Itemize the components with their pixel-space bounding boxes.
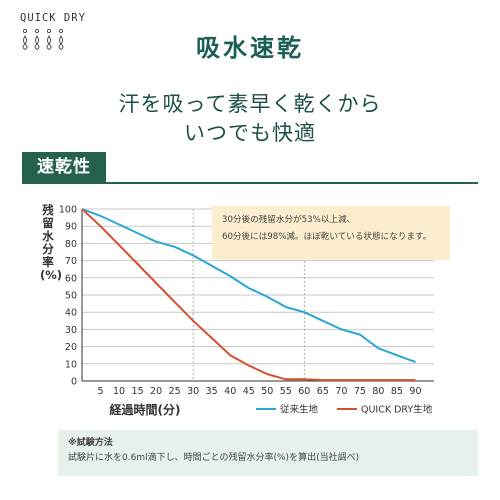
y-tick-label: 40 [65, 308, 77, 319]
test-method-title: ※試験方法 [68, 438, 113, 448]
page-title: 吸水速乾 [196, 34, 304, 62]
note-line-2: 60分後には98%減。ほぼ乾いている状態になります。 [222, 232, 432, 242]
x-tick-label: 20 [150, 386, 162, 397]
chart-series [81, 208, 416, 382]
x-tick-labels: 5 10 15 20 25 30 35 40 45 50 55 60 65 70 75 80 85 90 [98, 386, 422, 397]
x-axis-label: 経過時間(分) [110, 402, 181, 417]
y-tick-labels: 0 10 20 30 40 50 60 70 80 90 100 [59, 205, 77, 388]
note-line-1: 30分後の残留水分が53%以上減、 [222, 215, 356, 225]
legend-label: QUICK DRY生地 [361, 404, 433, 416]
x-tick-label: 75 [354, 386, 366, 397]
x-tick-label: 90 [409, 386, 421, 397]
subtitle-line-1: 汗を吸って素早く乾くから [118, 92, 382, 116]
y-tick-label: 60 [65, 273, 77, 284]
water-drops-icon [22, 28, 64, 51]
x-tick-label: 85 [391, 386, 403, 397]
x-tick-label: 10 [113, 386, 125, 397]
page-subtitle: 汗を吸って素早く乾くから いつでも快適 [0, 90, 500, 148]
result-note: 30分後の残留水分が53%以上減、 60分後には98%減。ほぼ乾いている状態にな… [212, 206, 450, 260]
y-tick-label: 70 [65, 256, 77, 267]
y-tick-label: 80 [65, 239, 77, 250]
y-tick-label: 90 [65, 222, 77, 233]
x-tick-label: 55 [280, 386, 292, 397]
y-tick-label: 100 [59, 205, 77, 216]
y-tick-label: 20 [65, 342, 77, 353]
y-tick-label: 50 [65, 291, 77, 302]
x-tick-label: 15 [132, 386, 144, 397]
x-tick-label: 70 [335, 386, 347, 397]
test-method-text: 試験片に水を0.6ml滴下し、時間ごとの残留水分率(%)を算出(当社調べ) [68, 453, 360, 463]
x-tick-label: 80 [372, 386, 384, 397]
y-axis-label: 残留水分率(%) [40, 203, 63, 282]
y-tick-label: 10 [65, 359, 77, 370]
brand-logo: QUICK DRY [20, 12, 90, 54]
series-line-1 [81, 208, 416, 364]
section-tab: 速乾性 [22, 152, 106, 182]
x-tick-label: 40 [224, 386, 236, 397]
y-tick-label: 30 [65, 325, 77, 336]
section-divider [22, 182, 478, 184]
x-tick-label: 60 [298, 386, 310, 397]
x-tick-label: 50 [261, 386, 273, 397]
legend-label: 従来生地 [280, 404, 319, 416]
x-tick-label: 25 [169, 386, 181, 397]
x-tick-label: 45 [243, 386, 255, 397]
x-tick-label: 30 [187, 386, 199, 397]
x-tick-label: 5 [98, 386, 104, 397]
test-method-box: ※試験方法 試験片に水を0.6ml滴下し、時間ごとの残留水分率(%)を算出(当社… [58, 430, 478, 476]
chart-legend: 従来生地 QUICK DRY生地 [256, 404, 433, 416]
x-tick-label: 35 [206, 386, 218, 397]
brand-name: QUICK DRY [20, 12, 86, 24]
subtitle-line-2: いつでも快適 [184, 121, 316, 145]
x-tick-label: 65 [317, 386, 329, 397]
y-tick-label: 0 [71, 377, 77, 388]
series-line-2 [81, 208, 416, 382]
